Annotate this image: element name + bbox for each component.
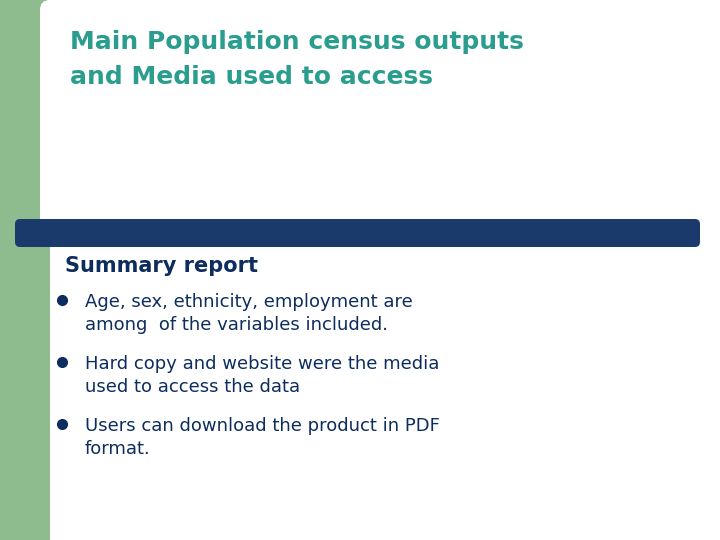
Text: Main Population census outputs: Main Population census outputs [70, 30, 524, 54]
Bar [0, 0, 50, 540]
Text: Age, sex, ethnicity, employment are
among  of the variables included.: Age, sex, ethnicity, employment are amon… [85, 293, 413, 334]
Text: Users can download the product in PDF
format.: Users can download the product in PDF fo… [85, 417, 440, 458]
FancyBboxPatch shape [15, 219, 700, 247]
Bar [0, 0, 240, 230]
Text: Hard copy and website were the media
used to access the data: Hard copy and website were the media use… [85, 355, 439, 396]
Text: Summary report: Summary report [65, 256, 258, 276]
FancyBboxPatch shape [40, 0, 720, 235]
Text: and Media used to access: and Media used to access [70, 65, 433, 89]
